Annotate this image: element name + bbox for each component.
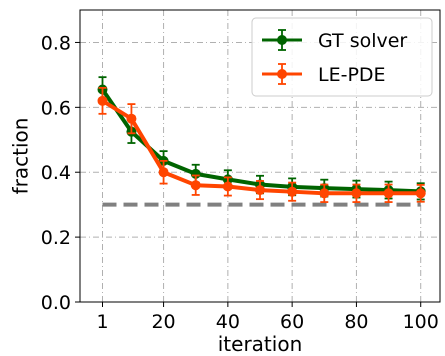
ticks: 1 20 40 60 80 100 0.0 0.2 0.4 0.6 0.8	[41, 32, 439, 333]
x-tick-label: 1	[96, 311, 108, 333]
legend-entry: LE-PDE	[262, 63, 386, 86]
y-tick-label: 0.0	[41, 292, 71, 314]
legend-entries: GT solver LE-PDE	[262, 29, 407, 86]
data-point	[222, 181, 233, 192]
y-tick-label: 0.2	[41, 227, 71, 249]
series-line	[101, 99, 421, 196]
data-point	[126, 113, 137, 124]
x-tick-label: 40	[216, 311, 240, 333]
y-tick-label: 0.8	[41, 32, 71, 54]
legend-box	[251, 17, 433, 97]
plot-frame	[79, 9, 441, 303]
data-point	[351, 188, 362, 199]
x-tick-label: 80	[344, 311, 368, 333]
x-tick-label: 100	[403, 311, 439, 333]
legend-marker	[277, 35, 287, 45]
y-axis-label: fraction	[9, 118, 33, 195]
legend-label: GT solver	[318, 30, 407, 52]
data-point	[158, 167, 169, 178]
data-point	[287, 186, 298, 197]
series-2	[97, 86, 426, 203]
data-point	[97, 95, 108, 106]
y-tick-label: 0.4	[41, 162, 71, 184]
data-point	[383, 188, 394, 199]
data-point	[415, 188, 426, 199]
data-point	[190, 180, 201, 191]
x-axis-label: iteration	[218, 332, 303, 356]
series-layer	[97, 76, 426, 203]
data-point	[255, 185, 265, 196]
legend: GT solver LE-PDE	[251, 17, 433, 97]
x-tick-label: 20	[151, 311, 175, 333]
y-tick-label: 0.6	[41, 97, 71, 119]
data-point	[319, 188, 330, 199]
legend-entry: GT solver	[262, 29, 407, 52]
legend-marker	[277, 69, 287, 79]
legend-label: LE-PDE	[318, 64, 386, 86]
x-tick-label: 60	[280, 311, 304, 333]
